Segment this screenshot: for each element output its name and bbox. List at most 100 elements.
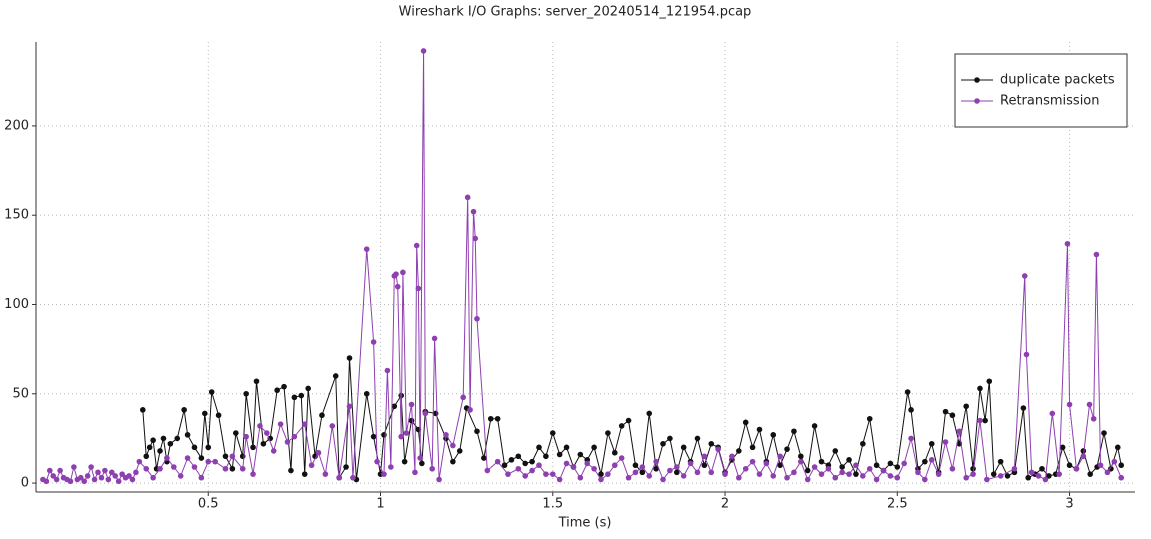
data-point <box>853 462 859 469</box>
data-point <box>250 471 256 477</box>
data-point <box>177 473 184 479</box>
data-point <box>46 467 53 474</box>
x-tick-label: 0.5 <box>198 497 219 512</box>
data-point <box>1023 351 1030 358</box>
data-point <box>284 439 291 445</box>
data-point <box>198 455 205 461</box>
data-point <box>970 465 976 472</box>
data-point <box>222 465 229 472</box>
data-point <box>798 458 804 465</box>
data-point <box>91 476 98 483</box>
data-point <box>143 465 150 472</box>
data-point <box>887 473 894 479</box>
data-point <box>942 439 949 445</box>
data-point <box>191 444 198 451</box>
y-tick-label: 50 <box>12 386 29 401</box>
data-point <box>625 474 632 481</box>
x-tick-label: 1.5 <box>542 497 563 512</box>
data-point <box>549 471 556 477</box>
data-point <box>417 455 423 461</box>
data-point <box>403 430 410 436</box>
y-tick-label: 0 <box>21 476 29 491</box>
data-point <box>701 462 708 469</box>
data-point <box>419 460 425 467</box>
data-point <box>908 407 914 413</box>
data-point <box>549 430 556 436</box>
data-point <box>1093 251 1100 258</box>
data-point <box>860 473 866 479</box>
data-point <box>625 417 632 424</box>
data-point <box>804 467 811 474</box>
data-point <box>164 455 170 461</box>
data-point <box>1073 465 1080 472</box>
data-point <box>363 390 370 397</box>
data-point <box>618 423 625 429</box>
data-point <box>811 423 818 429</box>
data-point <box>1046 473 1052 479</box>
data-point <box>997 458 1004 465</box>
data-point <box>749 444 756 451</box>
data-point <box>986 378 993 385</box>
data-point <box>150 474 156 481</box>
data-point <box>370 339 377 345</box>
data-point <box>922 458 928 465</box>
data-point <box>95 469 101 476</box>
data-point <box>81 478 88 485</box>
data-point <box>715 446 721 452</box>
data-point <box>563 460 570 467</box>
data-point <box>798 453 804 460</box>
data-point <box>1080 453 1087 460</box>
data-point <box>977 417 983 424</box>
data-point <box>184 432 191 438</box>
data-point <box>901 460 907 467</box>
data-point <box>84 473 91 479</box>
data-point <box>329 423 336 429</box>
data-point <box>393 271 399 277</box>
data-point <box>346 355 353 361</box>
y-tick-label: 100 <box>4 297 29 312</box>
data-point <box>880 467 887 474</box>
data-point <box>956 428 963 435</box>
data-point <box>1004 473 1011 479</box>
data-point <box>315 449 322 456</box>
data-point <box>1108 465 1114 472</box>
data-point <box>839 469 845 476</box>
data-point <box>894 474 901 481</box>
data-point <box>543 453 549 460</box>
legend-label: duplicate packets <box>1000 73 1115 88</box>
data-point <box>982 417 988 424</box>
data-point <box>264 430 270 436</box>
legend-box <box>954 53 1128 128</box>
data-point <box>777 453 783 460</box>
data-point <box>653 458 659 465</box>
data-point <box>146 444 153 451</box>
legend-marker <box>974 77 980 83</box>
data-point <box>150 437 156 444</box>
data-point <box>250 444 256 451</box>
data-point <box>680 473 687 479</box>
data-point <box>708 440 715 447</box>
data-point <box>887 460 894 467</box>
data-point <box>866 465 873 472</box>
data-point <box>450 442 456 449</box>
data-point <box>536 444 542 451</box>
data-point <box>456 448 463 454</box>
data-point <box>1118 462 1125 469</box>
data-point <box>381 471 387 477</box>
data-point <box>400 269 406 276</box>
data-point <box>680 444 687 451</box>
data-point <box>160 435 167 442</box>
data-point <box>474 428 480 435</box>
data-point <box>229 465 236 472</box>
data-point <box>1086 401 1093 408</box>
data-point <box>660 440 666 447</box>
data-point <box>301 421 308 427</box>
data-point <box>422 410 429 417</box>
data-point <box>742 465 749 472</box>
data-point <box>484 467 491 474</box>
data-point <box>487 415 494 422</box>
data-point <box>222 453 229 460</box>
data-point <box>288 467 294 474</box>
data-point <box>584 460 591 467</box>
data-point <box>370 433 377 440</box>
